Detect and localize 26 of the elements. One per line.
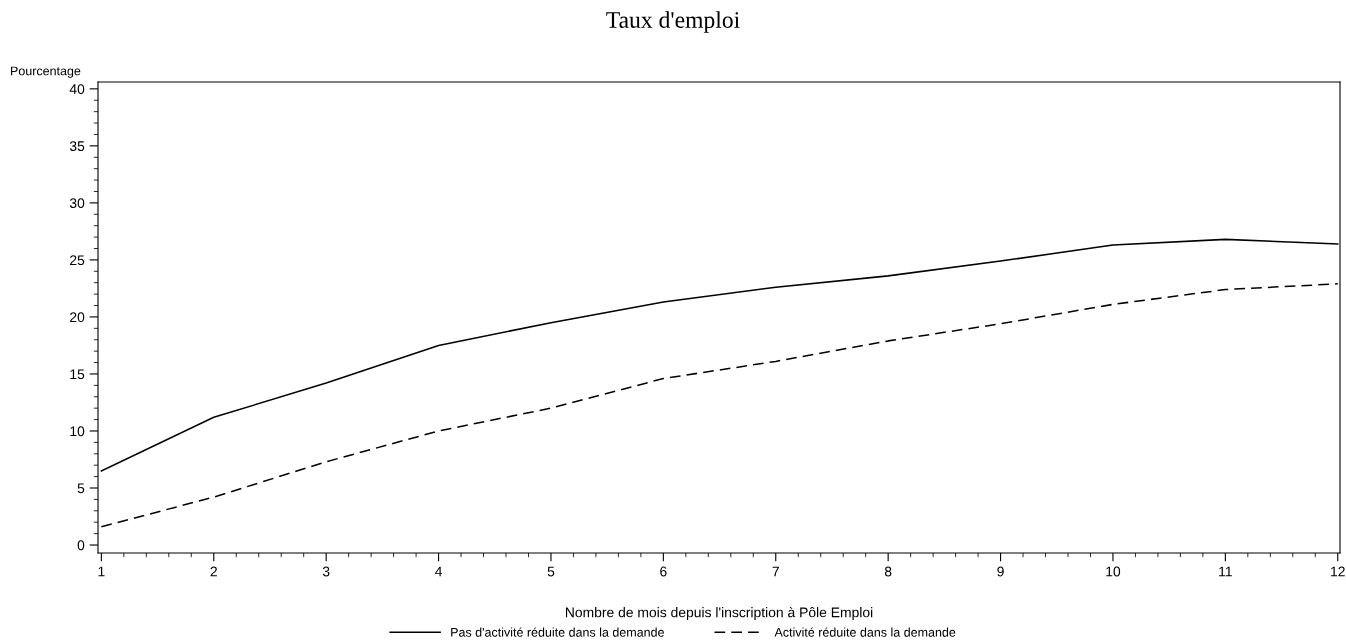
legend-label: Pas d'activité réduite dans la demande [451,627,664,637]
x-tick-label: 1 [98,566,105,577]
y-tick-label: 25 [70,255,85,266]
x-tick-label: 8 [884,566,892,577]
x-tick-label: 10 [1106,566,1121,577]
y-tick-label: 0 [77,540,85,551]
y-tick-label: 5 [77,483,85,494]
y-tick-label: 20 [70,312,85,323]
x-tick-label: 4 [435,566,443,577]
x-tick-label: 12 [1331,566,1345,577]
y-tick-label: 15 [70,369,85,380]
x-tick-label: 5 [547,566,555,577]
x-tick-label: 3 [322,566,330,577]
x-axis-title: Nombre de mois depuis l'inscription à Pôle Emploi [565,606,873,621]
x-tick-label: 7 [772,566,779,577]
legend-label: Activité réduite dans la demande [774,627,956,637]
y-tick-label: 35 [69,141,85,152]
x-tick-label: 11 [1219,566,1232,577]
x-tick-label: 2 [210,566,217,577]
y-tick-label: 10 [70,426,85,437]
y-axis-title: Pourcentage [11,66,81,78]
chart-title: Taux d'emploi [606,11,740,33]
y-tick-label: 40 [69,84,85,95]
y-tick-label: 30 [69,198,85,209]
x-tick-label: 9 [997,566,1004,577]
x-tick-label: 6 [660,566,667,577]
